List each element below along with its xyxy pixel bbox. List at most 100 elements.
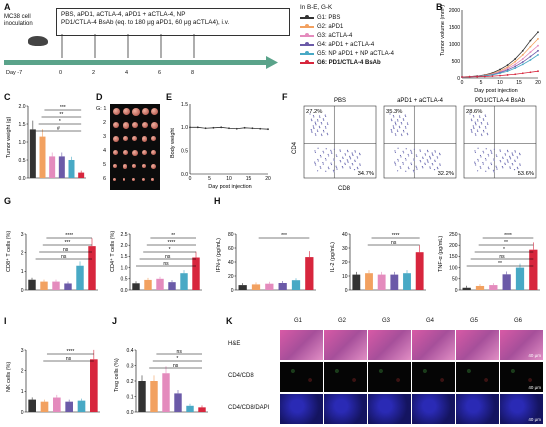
svg-text:TNF-α (pg/mL): TNF-α (pg/mL) bbox=[438, 236, 444, 272]
flow-event bbox=[346, 149, 349, 151]
flow-event bbox=[479, 127, 481, 129]
g1-bar bbox=[76, 265, 84, 290]
h2-ytick: 30 bbox=[342, 246, 348, 252]
b-ytick: 500 bbox=[452, 59, 461, 65]
flow-event bbox=[502, 156, 504, 158]
flow-event bbox=[398, 125, 400, 127]
j-sig-label: ns bbox=[177, 349, 183, 355]
flow-event bbox=[408, 155, 410, 157]
flow-event bbox=[516, 156, 518, 158]
flow-event bbox=[493, 159, 495, 162]
histology-image: 40 μm bbox=[500, 362, 543, 392]
flow-event bbox=[315, 164, 317, 166]
j-ytick: 0.3 bbox=[127, 363, 134, 369]
flow-event bbox=[410, 151, 412, 153]
flow-event bbox=[410, 163, 413, 166]
flow-event bbox=[394, 122, 397, 125]
j-ytick: 0.4 bbox=[127, 348, 134, 354]
histo-col-label: G4 bbox=[426, 318, 435, 324]
flow-event bbox=[314, 122, 317, 125]
flow-event bbox=[397, 130, 399, 132]
flow-event bbox=[336, 155, 338, 157]
flow-ylabel: CD4 bbox=[292, 141, 298, 154]
i-bar bbox=[65, 401, 73, 412]
b-point bbox=[491, 75, 494, 78]
tumor-sample bbox=[151, 136, 156, 141]
flow-event bbox=[399, 116, 401, 118]
flow-event bbox=[475, 124, 477, 126]
flow-event bbox=[480, 156, 482, 158]
flow-event bbox=[407, 166, 409, 168]
i-sig-label: **** bbox=[67, 349, 75, 355]
g2-sig-label: **** bbox=[168, 240, 176, 246]
flow-event bbox=[320, 121, 322, 124]
flow-event bbox=[478, 125, 480, 127]
flow-event bbox=[422, 156, 424, 158]
h2-bar bbox=[403, 273, 411, 290]
b-ytick: 0 bbox=[457, 76, 460, 82]
legend-item-g5: G5: NP aPD1 + NP aCTLA-4 bbox=[300, 49, 440, 58]
flow-event bbox=[319, 127, 321, 129]
flow-event bbox=[396, 129, 398, 131]
flow-event bbox=[495, 165, 497, 167]
flow-event bbox=[403, 131, 405, 133]
flow-event bbox=[335, 154, 337, 156]
flow-event bbox=[320, 167, 322, 169]
b-xtick: 5 bbox=[480, 80, 483, 86]
flow-event bbox=[492, 169, 495, 171]
histology-image: 40 μm bbox=[500, 394, 543, 424]
j-bar bbox=[138, 381, 146, 412]
b-point bbox=[506, 74, 509, 76]
g2-bar bbox=[192, 257, 200, 290]
flow-title: aPD1 + aCTLA-4 bbox=[397, 98, 444, 104]
flow-event bbox=[518, 152, 521, 154]
h3-ytick: 150 bbox=[449, 254, 458, 260]
flow-event bbox=[400, 133, 403, 135]
tumor-sample bbox=[113, 164, 118, 169]
g2-ytick: 2.5 bbox=[121, 232, 128, 238]
flow-event bbox=[482, 163, 484, 165]
j-bar bbox=[150, 381, 158, 412]
b-point bbox=[537, 31, 539, 33]
flow-event bbox=[391, 130, 393, 132]
flow-event bbox=[401, 134, 403, 137]
i-bar bbox=[90, 359, 98, 412]
flow-event bbox=[347, 160, 349, 162]
h1-ytick: 60 bbox=[228, 246, 234, 252]
b-ytick: 1500 bbox=[449, 25, 460, 31]
b-xtick: 15 bbox=[516, 80, 522, 86]
flow-event bbox=[413, 171, 415, 173]
flow-event bbox=[354, 160, 356, 162]
b-point bbox=[537, 53, 539, 56]
panel-label-k: K bbox=[226, 316, 233, 326]
flow-event bbox=[512, 154, 514, 156]
flow-event bbox=[513, 169, 516, 171]
flow-event bbox=[389, 113, 391, 115]
flow-event bbox=[506, 159, 508, 161]
flow-event bbox=[322, 118, 324, 120]
panel-label-f: F bbox=[282, 92, 288, 102]
flow-plot-frame bbox=[383, 105, 457, 179]
flow-plot-frame bbox=[303, 105, 377, 179]
histology-image bbox=[368, 394, 411, 424]
b-point bbox=[468, 76, 471, 78]
flow-event bbox=[431, 153, 434, 155]
flow-event bbox=[351, 163, 353, 165]
g2-ytick: 2.0 bbox=[121, 243, 128, 249]
flow-q-upper-left: 27.2% bbox=[306, 109, 322, 115]
b-point bbox=[514, 65, 517, 68]
flow-event bbox=[479, 116, 481, 118]
flow-event bbox=[480, 167, 482, 169]
g2-ytick: 0.0 bbox=[121, 288, 128, 294]
flow-event bbox=[394, 151, 397, 153]
b-point bbox=[529, 45, 532, 48]
flow-event bbox=[485, 170, 487, 172]
flow-event bbox=[480, 133, 483, 135]
flow-event bbox=[481, 123, 483, 125]
flow-event bbox=[358, 152, 361, 154]
flow-event bbox=[474, 163, 476, 165]
flow-event bbox=[439, 154, 441, 156]
flow-event bbox=[394, 161, 396, 163]
h3-bar bbox=[515, 267, 525, 290]
flow-event bbox=[487, 134, 489, 136]
